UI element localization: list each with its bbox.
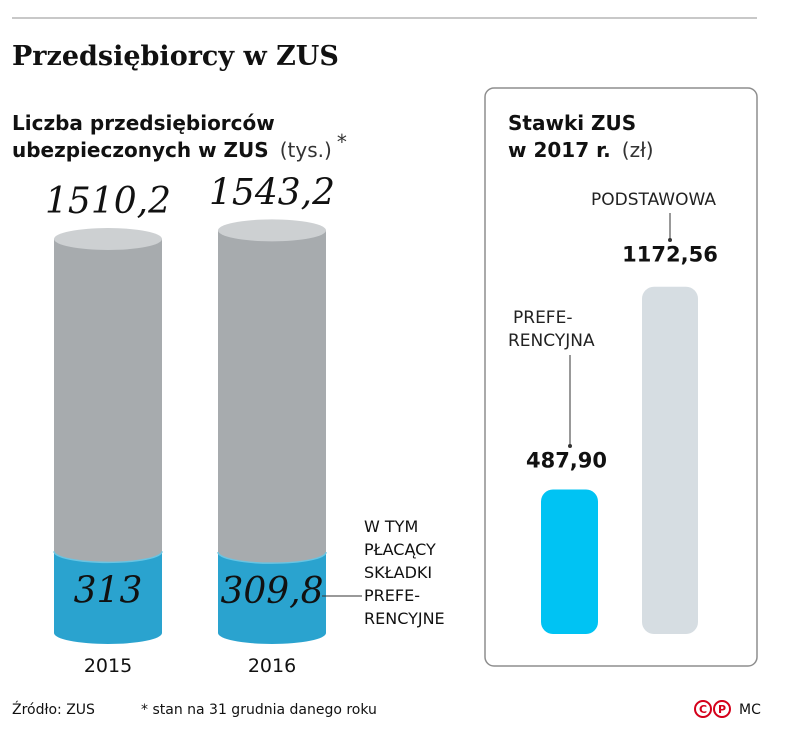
left-subtitle-line1: Liczba przedsiębiorców (12, 111, 275, 135)
total-value-label: 1543,2 (209, 172, 335, 213)
right-subtitle-line1: Stawki ZUS (508, 111, 636, 135)
author-credit: MC (739, 702, 761, 718)
left-subtitle-line2-group: ubezpieczonych w ZUS (tys.) * (12, 130, 347, 162)
cylinder-total-top (54, 227, 162, 250)
copyright-logo: C P (694, 700, 731, 718)
rate-value-label: 487,90 (526, 448, 607, 472)
pref-value-label: 309,8 (220, 571, 323, 612)
note-line-3: SKŁADKI (364, 563, 432, 582)
rates-chart: 487,90 1172,56 (526, 243, 718, 634)
cylinder-pref-edge (53, 551, 163, 564)
rate-bar-preferencyjna (541, 489, 598, 634)
left-subtitle-unit: (tys.) (280, 138, 332, 162)
note-line-2: PŁACĄCY (364, 540, 436, 559)
rate-bar-podstawowa (642, 286, 698, 634)
cylinder-total-body (54, 238, 162, 563)
cylinder-total-top (218, 219, 326, 242)
year-label: 2016 (248, 655, 296, 677)
cylinder-chart: 1510,2 313 2015 1543,2 309,8 2016 (45, 172, 335, 677)
note-block: W TYM PŁACĄCY SKŁADKI PREFE- RENCYJNE (364, 517, 445, 628)
copyright-c-icon (694, 700, 712, 718)
rates-panel (484, 87, 758, 667)
copyright-p-icon (713, 700, 731, 718)
note-line-5: RENCYJNE (364, 609, 445, 628)
note-line-4: PREFE- (364, 586, 420, 605)
copyright-p-glyph: P (718, 703, 726, 716)
pref-value-label: 313 (74, 570, 143, 611)
preferencyjna-leader-dot (568, 444, 572, 448)
left-subtitle-asterisk: * (337, 130, 347, 154)
year-label: 2015 (84, 655, 132, 677)
total-value-label: 1510,2 (45, 181, 171, 222)
cylinder-pref-body (54, 551, 162, 644)
left-subtitle-line2: ubezpieczonych w ZUS (12, 138, 269, 162)
right-subtitle-line2-group: w 2017 r. (zł) (508, 138, 654, 162)
label-preferencyjna-line1: PREFE- (513, 308, 572, 328)
label-podstawowa: PODSTAWOWA (591, 190, 716, 210)
right-subtitle-line2: w 2017 r. (508, 138, 611, 162)
copyright-c-glyph: C (699, 703, 707, 716)
podstawowa-leader-dot (668, 238, 672, 242)
rate-value-label: 1172,56 (622, 243, 718, 267)
cylinder-total-body (218, 230, 326, 564)
note-line-1: W TYM (364, 517, 418, 536)
cylinder-pref-edge (217, 552, 327, 564)
right-subtitle-unit: (zł) (622, 138, 654, 162)
source-text: Źródło: ZUS (12, 700, 95, 718)
page-title: Przedsiębiorcy w ZUS (12, 41, 339, 72)
cylinder-pref-body (218, 552, 326, 644)
label-preferencyjna-line2: RENCYJNA (508, 331, 595, 351)
footnote-text: * stan na 31 grudnia danego roku (141, 702, 377, 718)
